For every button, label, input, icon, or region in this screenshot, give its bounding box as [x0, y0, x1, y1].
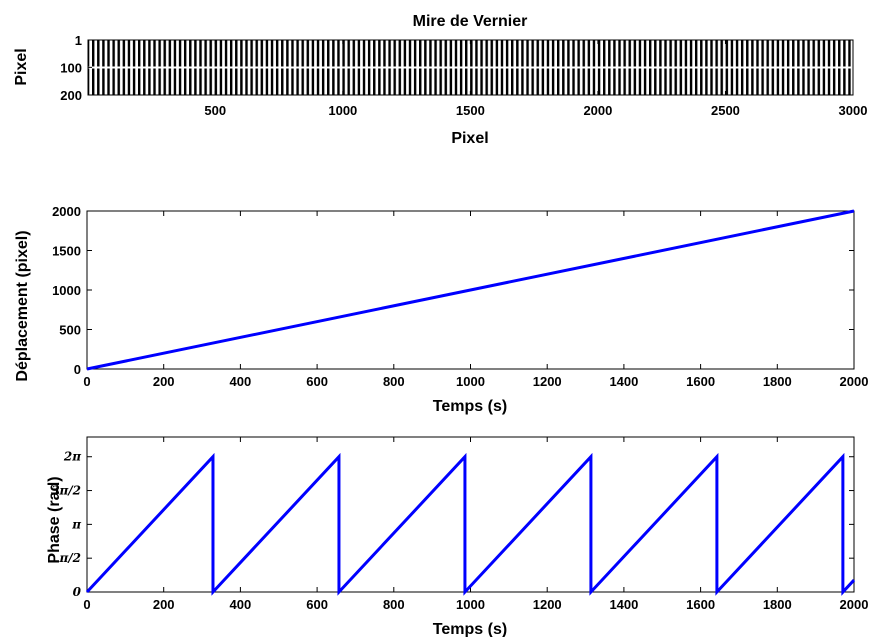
- vernier-ylabel: Pixel: [13, 48, 30, 85]
- x-tick-label: 3000: [839, 103, 868, 118]
- y-tick-label: π/2: [58, 551, 81, 565]
- x-tick-label: 400: [230, 374, 252, 389]
- x-tick-label: 400: [230, 597, 252, 612]
- x-tick-label: 2000: [840, 374, 869, 389]
- vernier-title: Mire de Vernier: [413, 13, 528, 30]
- phase-plot-area: [86, 436, 855, 593]
- x-tick-label: 1400: [609, 597, 638, 612]
- x-tick-label: 800: [383, 597, 405, 612]
- y-tick-label: 1000: [52, 283, 81, 298]
- vernier-x-ticks: 500 1000 1500 2000 2500 3000: [204, 40, 867, 118]
- x-tick-label: 500: [204, 103, 226, 118]
- y-tick-label: 100: [60, 60, 82, 75]
- x-tick-label: 0: [83, 374, 90, 389]
- x-tick-label: 2000: [840, 597, 869, 612]
- vernier-y-ticks: 1 100 200: [60, 33, 92, 103]
- y-tick-label: 0: [73, 585, 82, 599]
- phase-line: [85, 452, 856, 596]
- x-tick-label: 600: [306, 374, 328, 389]
- displacement-series: [86, 209, 855, 371]
- phase-xlabel: Temps (s): [433, 621, 507, 637]
- x-tick-label: 1400: [609, 374, 638, 389]
- x-tick-label: 2500: [711, 103, 740, 118]
- displacement-ticks: 0 200 400 600 800 1000 1200 1400 1600 1800 2000 0 50…: [52, 204, 868, 389]
- x-tick-label: 800: [383, 374, 405, 389]
- y-tick-label: 2000: [52, 204, 81, 219]
- phase-ylabel: Phase (rad): [46, 476, 63, 563]
- phase-series: [85, 452, 856, 596]
- x-tick-label: 2000: [583, 103, 612, 118]
- x-tick-label: 1000: [456, 597, 485, 612]
- displacement-ylabel: Déplacement (pixel): [14, 230, 31, 381]
- vernier-xlabel: Pixel: [451, 130, 488, 147]
- y-tick-label: 3π/2: [51, 484, 81, 498]
- x-tick-label: 1600: [686, 374, 715, 389]
- y-tick-label: π: [71, 517, 81, 531]
- y-tick-label: 200: [60, 88, 82, 103]
- x-tick-label: 1800: [763, 374, 792, 389]
- x-tick-label: 1000: [456, 374, 485, 389]
- x-tick-label: 200: [153, 374, 175, 389]
- y-tick-label: 500: [59, 323, 81, 338]
- x-tick-label: 1500: [456, 103, 485, 118]
- y-tick-label: 1: [75, 33, 82, 48]
- x-tick-label: 600: [306, 597, 328, 612]
- x-tick-label: 1200: [533, 374, 562, 389]
- x-tick-label: 1200: [533, 597, 562, 612]
- x-tick-label: 0: [83, 597, 90, 612]
- displacement-panel: 0 200 400 600 800 1000 1200 1400 1600 1800 2000 0 50…: [14, 204, 868, 415]
- y-tick-label: 1500: [52, 244, 81, 259]
- x-tick-label: 1000: [328, 103, 357, 118]
- displacement-xlabel: Temps (s): [433, 398, 507, 415]
- phase-panel: 0 200 400 600 800 1000 1200 1400 1600 1800 2000 0 π/…: [46, 436, 868, 637]
- displacement-line: [86, 209, 855, 371]
- vernier-panel: Mire de Vernier 500 1000 1500 2000 2500 3000 …: [13, 13, 867, 147]
- phase-ticks: 0 200 400 600 800 1000 1200 1400 1600 1800 2000 0 π/…: [51, 437, 868, 612]
- y-tick-label: 0: [74, 362, 81, 377]
- x-tick-label: 1600: [686, 597, 715, 612]
- x-tick-label: 200: [153, 597, 175, 612]
- x-tick-label: 1800: [763, 597, 792, 612]
- y-tick-label: 2π: [63, 450, 81, 464]
